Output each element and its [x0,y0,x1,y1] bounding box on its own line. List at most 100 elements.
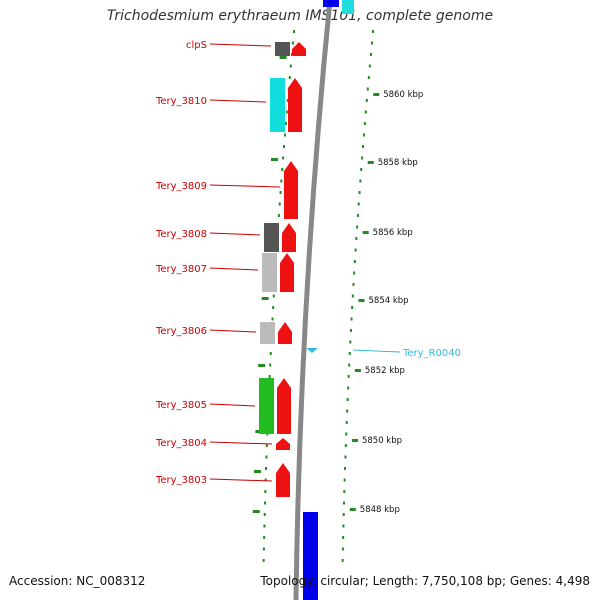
major-tick [271,158,279,161]
gene-block [262,253,277,292]
label-leader [209,99,267,103]
scale-layer: 5860 kbp 5858 kbp 5856 kbp 5854 kbp 5852 kbp… [360,90,423,515]
gene-label[interactable]: Tery_3809 [155,181,207,192]
tick-mark [262,547,265,551]
rna-marker [306,348,318,353]
tick-mark [364,110,367,114]
tick-mark [341,547,344,551]
blue-feature [303,512,318,600]
tick-mark [281,168,284,171]
genome-backbone [293,0,333,600]
tick-mark [365,99,368,102]
cyan-feature [342,0,354,14]
major-tick [349,508,356,511]
major-tick [261,297,269,300]
tick-mark [283,145,286,148]
tick-mark [342,536,345,539]
gene-arrow[interactable] [276,463,290,497]
gene-arrow[interactable] [278,322,292,344]
rna-label[interactable]: Tery_R0040 [402,348,461,359]
tick-mark [361,156,364,160]
tick-mark [351,294,354,298]
gene-block [275,42,290,56]
tick-mark [290,53,293,56]
tick-mark [351,306,354,309]
gene-label[interactable]: Tery_3803 [155,475,207,486]
gene-arrow[interactable] [292,42,306,56]
label-leader [209,267,259,271]
tick-mark [352,283,355,286]
tick-mark [289,64,292,68]
gene-label[interactable]: Tery_3804 [155,438,207,449]
gene-label[interactable]: clpS [186,40,207,51]
tick-mark [285,110,288,114]
tick-mark [362,133,365,137]
major-tick [367,161,374,164]
tick-mark [268,375,271,378]
gene-label[interactable]: Tery_3807 [155,264,207,275]
tick-mark [286,99,289,102]
scale-label: 5850 kbp [362,436,402,446]
tick-mark [262,559,265,562]
tick-mark [272,306,275,309]
tick-mark [359,179,362,183]
label-leader [209,441,273,445]
major-tick [253,470,261,473]
tick-mark [349,340,352,344]
gene-arrow[interactable] [280,253,294,292]
tick-mark [354,248,357,252]
tick-mark [343,501,346,505]
tick-mark [370,41,373,45]
gene-label[interactable]: Tery_3808 [155,229,207,240]
tick-mark [263,513,266,516]
tick-mark [363,122,366,125]
label-leader [209,478,273,482]
blue-feature [323,0,339,7]
tick-mark [360,168,363,171]
tick-mark [347,375,350,378]
tick-mark [350,317,353,321]
major-tick [258,364,266,367]
tick-mark [347,386,350,390]
tick-mark [368,64,371,68]
tick-mark [346,398,349,401]
tick-mark [280,179,283,183]
tick-mark [264,501,267,505]
gene-label[interactable]: Tery_3806 [155,326,207,337]
tick-mark [345,432,348,436]
label-leader [209,403,256,407]
tick-mark [344,467,347,470]
tick-mark [265,444,268,447]
tick-mark [353,260,356,263]
tick-mark [348,363,351,367]
tick-mark [265,467,268,470]
gene-arrow[interactable] [288,78,302,132]
scale-label: 5856 kbp [373,228,413,238]
tick-mark [342,524,345,528]
tick-mark [271,317,274,321]
major-tick [373,93,380,96]
gene-arrow[interactable] [282,223,296,252]
tick-mark [343,490,346,493]
scale-label: 5854 kbp [369,296,409,306]
label-leader [209,43,272,47]
tick-mark [277,214,280,217]
gene-label[interactable]: Tery_3805 [155,400,207,411]
label-leader [209,232,261,236]
label-leader [209,329,257,333]
scale-label: 5848 kbp [360,505,400,515]
major-tick [279,56,287,59]
gene-arrow[interactable] [284,161,298,219]
tick-mark [358,191,361,194]
tick-mark [356,214,359,217]
tick-mark [291,41,294,45]
gene-arrow[interactable] [276,438,290,450]
tick-mark [293,30,296,33]
gene-arrow[interactable] [277,378,291,434]
major-tick [255,430,263,433]
tick-mark [353,271,356,275]
gene-label[interactable]: Tery_3810 [155,96,207,107]
tick-mark [272,294,275,298]
tick-mark [362,145,365,148]
